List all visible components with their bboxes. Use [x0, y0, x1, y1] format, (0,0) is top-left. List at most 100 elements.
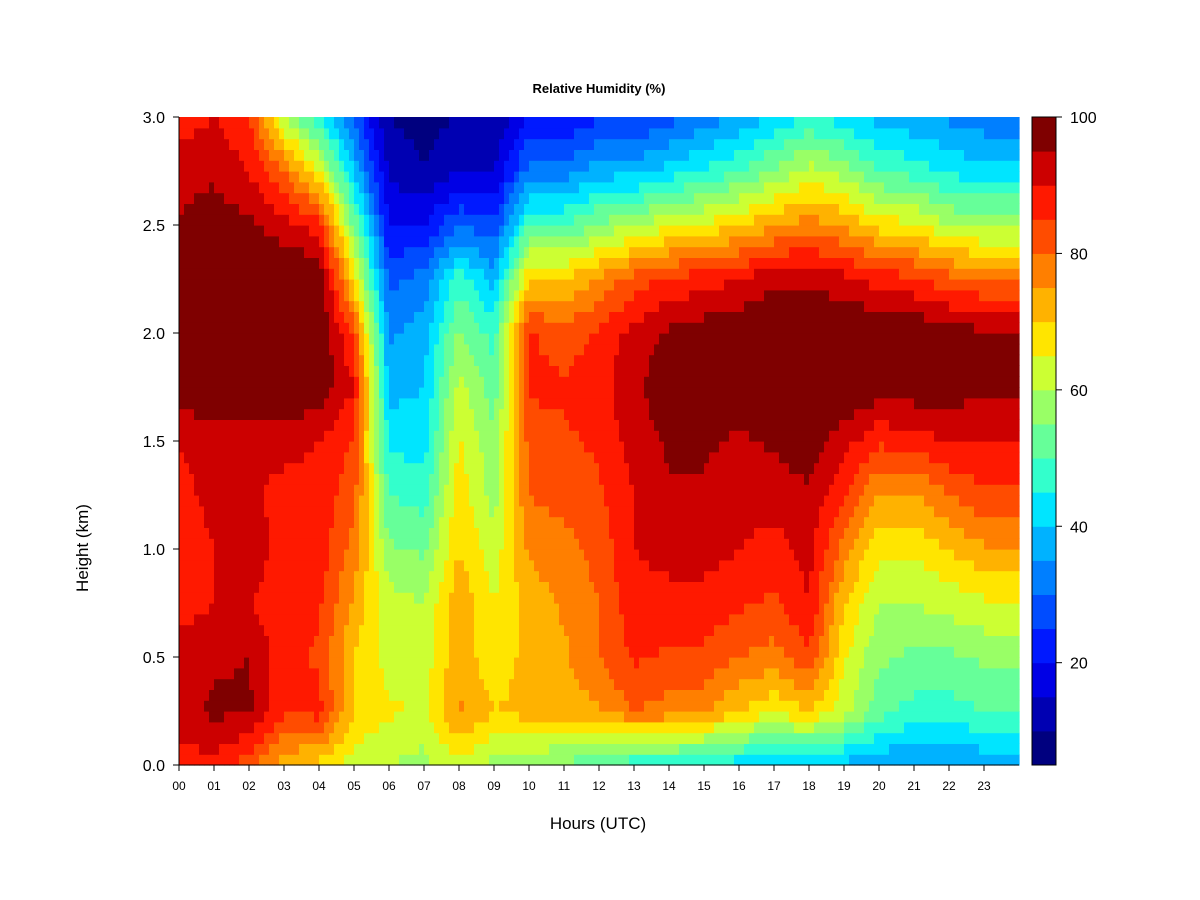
heatmap-cell: [304, 279, 310, 291]
heatmap-cell: [384, 711, 390, 723]
heatmap-cell: [374, 451, 380, 464]
heatmap-cell: [324, 624, 330, 636]
heatmap-cell: [264, 646, 270, 658]
heatmap-cell: [514, 516, 520, 528]
heatmap-cell: [469, 160, 475, 172]
heatmap-cell: [294, 667, 300, 680]
heatmap-cell: [389, 430, 395, 442]
heatmap-cell: [204, 333, 210, 345]
heatmap-cell: [494, 678, 500, 690]
heatmap-cell: [474, 700, 480, 712]
heatmap-cell: [199, 570, 205, 582]
heatmap-cell: [539, 397, 545, 410]
heatmap-cell: [464, 495, 470, 507]
heatmap-cell: [539, 171, 545, 183]
heatmap-cell: [424, 635, 430, 647]
heatmap-cell: [519, 538, 525, 550]
heatmap-cell: [499, 667, 505, 680]
heatmap-cell: [579, 462, 585, 474]
heatmap-cell: [549, 343, 555, 356]
heatmap-cell: [469, 667, 475, 680]
heatmap-cell: [379, 700, 385, 712]
heatmap-cell: [324, 721, 330, 734]
heatmap-cell: [374, 225, 380, 237]
heatmap-cell: [564, 732, 570, 744]
heatmap-cell: [209, 516, 215, 528]
heatmap-cell: [484, 138, 490, 150]
heatmap-cell: [409, 397, 415, 410]
heatmap-cell: [369, 516, 375, 528]
heatmap-cell: [389, 397, 395, 410]
heatmap-cell: [484, 473, 490, 485]
heatmap-cell: [219, 279, 225, 291]
heatmap-cell: [564, 397, 570, 410]
heatmap-cell: [594, 624, 600, 636]
heatmap-cell: [499, 257, 505, 269]
heatmap-cell: [424, 160, 430, 172]
heatmap-cell: [584, 667, 590, 680]
heatmap-cell: [339, 268, 345, 280]
heatmap-cell: [369, 181, 375, 194]
heatmap-cell: [524, 462, 530, 474]
heatmap-cell: [404, 203, 410, 215]
heatmap-cell: [184, 289, 190, 302]
heatmap-cell: [424, 354, 430, 366]
heatmap-cell: [239, 462, 245, 474]
heatmap-cell: [419, 311, 425, 323]
heatmap-cell: [284, 451, 290, 464]
heatmap-cell: [244, 160, 250, 172]
heatmap-cell: [524, 117, 530, 129]
heatmap-cell: [474, 743, 480, 755]
heatmap-cell: [519, 279, 525, 291]
heatmap-cell: [509, 603, 515, 615]
heatmap-cell: [519, 473, 525, 485]
heatmap-cell: [504, 430, 510, 442]
heatmap-cell: [519, 462, 525, 474]
heatmap-cell: [469, 516, 475, 528]
heatmap-cell: [499, 462, 505, 474]
heatmap-cell: [509, 387, 515, 399]
heatmap-cell: [504, 354, 510, 366]
heatmap-cell: [369, 203, 375, 215]
heatmap-cell: [524, 581, 530, 593]
heatmap-cell: [304, 721, 310, 734]
heatmap-cell: [324, 322, 330, 334]
heatmap-cell: [384, 268, 390, 280]
heatmap-cell: [559, 343, 565, 356]
heatmap-cell: [434, 527, 440, 539]
heatmap-cell: [469, 484, 475, 496]
heatmap-cell: [469, 430, 475, 442]
heatmap-cell: [539, 451, 545, 464]
heatmap-cell: [564, 257, 570, 269]
heatmap-cell: [564, 419, 570, 431]
heatmap-cell: [579, 721, 585, 734]
heatmap-cell: [429, 592, 435, 604]
heatmap-cell: [404, 462, 410, 474]
heatmap-cell: [479, 138, 485, 150]
heatmap-cell: [549, 365, 555, 377]
heatmap-cell: [194, 235, 200, 248]
heatmap-cell: [449, 127, 455, 140]
heatmap-cell: [184, 549, 190, 561]
heatmap-cell: [574, 279, 580, 291]
heatmap-cell: [554, 160, 560, 172]
heatmap-cell: [334, 613, 340, 626]
heatmap-cell: [334, 181, 340, 194]
heatmap-cell: [579, 365, 585, 377]
heatmap-cell: [334, 333, 340, 345]
heatmap-cell: [274, 635, 280, 647]
heatmap-cell: [489, 549, 495, 561]
heatmap-cell: [519, 592, 525, 604]
heatmap-cell: [519, 700, 525, 712]
heatmap-cell: [489, 225, 495, 237]
heatmap-cell: [259, 279, 265, 291]
heatmap-cell: [184, 214, 190, 226]
heatmap-cell: [234, 613, 240, 626]
heatmap-cell: [499, 441, 505, 453]
heatmap-cell: [209, 387, 215, 399]
heatmap-cell: [519, 268, 525, 280]
heatmap-cell: [559, 257, 565, 269]
heatmap-cell: [294, 117, 300, 129]
heatmap-cell: [514, 527, 520, 539]
heatmap-cell: [399, 419, 405, 431]
